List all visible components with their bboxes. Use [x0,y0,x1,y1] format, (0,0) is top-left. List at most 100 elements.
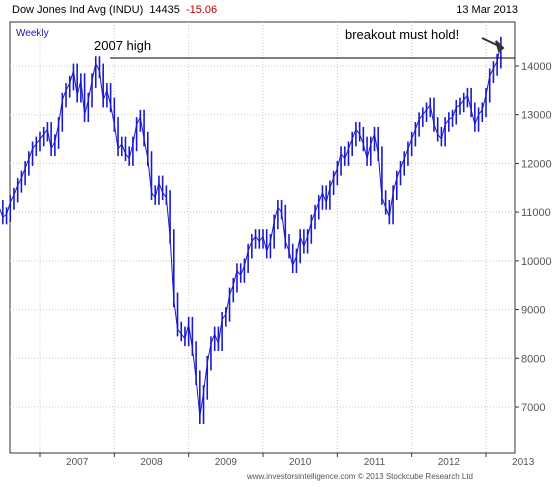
weekly-price-segment [381,197,387,208]
weekly-price-segment [374,134,379,154]
weekly-price-segment [203,363,208,393]
weekly-price-segment [162,192,167,198]
weekly-price-segment [407,138,413,149]
y-tick-label: 7000 [521,402,545,414]
weekly-price-segment [440,124,446,140]
weekly-price-segment [32,143,37,150]
weekly-price-segment [489,68,494,76]
weekly-price-segment [110,104,115,125]
weekly-price-segment [414,119,420,130]
weekly-price-segment [411,129,416,140]
y-tick-label: 8000 [521,353,545,365]
weekly-price-segment [273,207,279,223]
weekly-price-segment [481,95,487,110]
x-tick-label: 2012 [438,457,461,468]
weekly-price-segment [9,194,15,203]
weekly-price-segment [236,270,242,276]
weekly-price-segment [400,158,405,169]
weekly-price-segment [314,202,320,213]
weekly-price-segment [229,285,234,296]
weekly-price-segment [292,255,297,266]
weekly-price-segment [329,177,335,188]
weekly-price-segment [6,202,11,215]
weekly-price-segment [139,117,145,140]
weekly-price-segment [459,99,465,106]
weekly-price-segment [13,185,19,196]
weekly-price-segment [310,211,316,223]
weekly-price-segment [143,138,149,159]
weekly-price-segment [158,182,164,193]
weekly-price-segment [214,333,219,344]
weekly-price-segment [307,221,312,237]
weekly-price-segment [113,124,119,149]
2007-high-label: 2007 high [94,38,151,53]
weekly-price-segment [54,124,60,142]
weekly-price-segment [195,377,201,417]
weekly-price-segment [452,107,457,118]
weekly-price-segment [128,143,134,159]
weekly-price-segment [210,333,216,344]
weekly-price-segment [247,241,253,252]
weekly-price-segment [284,241,290,252]
weekly-price-segment [177,328,182,335]
weekly-price-segment [217,319,223,344]
weekly-price-segment [377,153,383,198]
weekly-price-segment [98,70,104,101]
weekly-price-segment [24,158,30,169]
weekly-price-segment [455,104,461,108]
weekly-price-segment [65,82,71,91]
price-bars [0,36,502,425]
weekly-price-segment [151,192,156,198]
weekly-price-segment [485,75,491,96]
weekly-price-segment [255,236,260,242]
weekly-price-segment [281,212,286,242]
weekly-price-segment [43,129,48,135]
x-axis-ticks: 2007 2008 2009 2010 2011 2012 2013 [39,453,535,468]
x-tick-label: 2013 [512,457,535,468]
weekly-price-segment [266,241,271,252]
weekly-price-segment [117,143,123,150]
weekly-price-segment [370,134,375,145]
weekly-price-segment [388,192,394,218]
weekly-price-segment [277,206,282,213]
weekly-price-segment [84,99,89,115]
weekly-price-segment [474,114,480,125]
weekly-price-segment [50,141,56,150]
weekly-price-segment [478,109,483,116]
last-price: 14435 [149,4,180,16]
weekly-price-segment [91,63,97,81]
weekly-price-segment [422,109,427,116]
weekly-price-segment [180,333,186,340]
weekly-price-segment [340,153,346,159]
weekly-price-segment [76,80,82,96]
weekly-price-segment [318,192,323,203]
weekly-price-segment [206,343,212,364]
weekly-price-segment [2,214,7,218]
x-tick-label: 2007 [66,457,89,468]
weekly-price-segment [385,207,390,218]
weekly-price-segment [433,124,439,135]
weekly-price-segment [303,236,309,247]
source-footer: www.investorsintelligence.com © 2013 Sto… [247,472,474,481]
weekly-price-segment [95,63,100,72]
weekly-price-segment [362,143,368,159]
weekly-price-segment [299,236,305,247]
weekly-price-segment [191,348,197,378]
breakout-annotation: breakout must hold! [345,27,459,42]
y-tick-label: 12000 [521,158,552,170]
weekly-price-segment [470,109,476,125]
weekly-price-segment [366,143,372,159]
weekly-price-segment [251,236,256,242]
weekly-price-segment [165,197,171,237]
weekly-price-segment [269,221,275,242]
weekly-price-segment [403,148,409,159]
weekly-price-segment [136,116,141,125]
weekly-price-segment [154,182,160,198]
weekly-price-segment [199,392,205,417]
weekly-price-segment [392,177,398,193]
instrument-title: Dow Jones Ind Avg (INDU) 14435 -15.06 [12,4,217,16]
weekly-price-segment [444,119,450,125]
weekly-price-segment [295,236,301,257]
weekly-price-segment [72,70,78,96]
